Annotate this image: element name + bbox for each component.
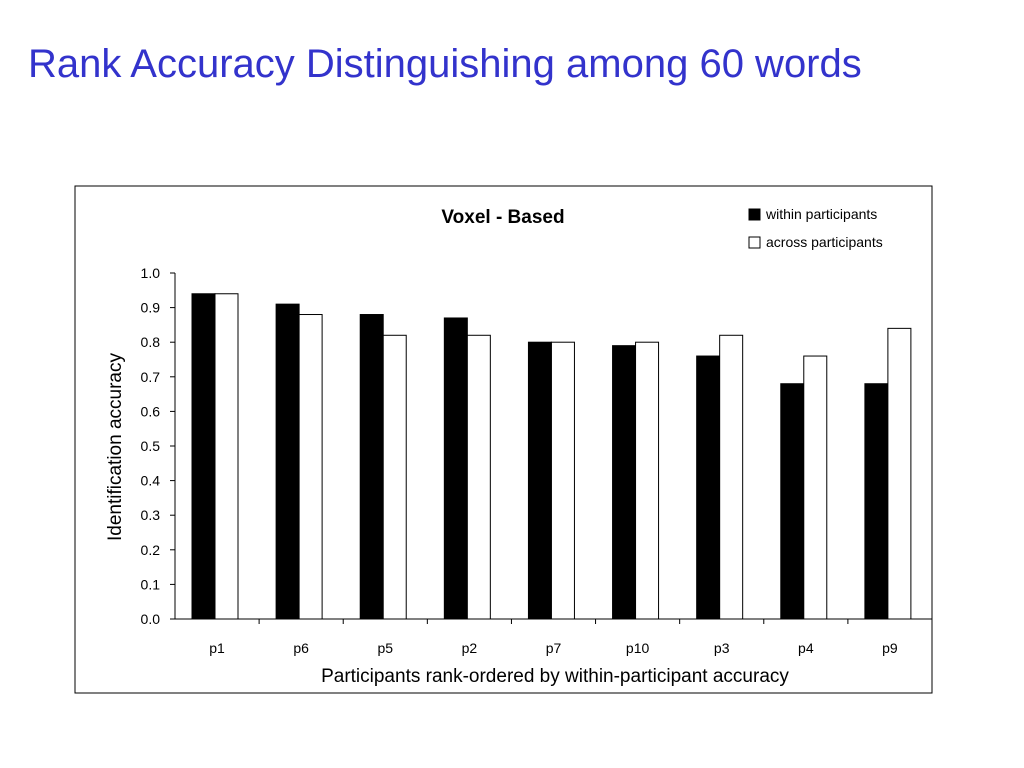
y-axis-label: Identification accuracy — [105, 353, 126, 541]
bar-within-p3 — [696, 355, 721, 620]
legend-swatch — [748, 208, 761, 221]
y-tick-label: 0.5 — [141, 438, 161, 454]
y-tick-label: 0.9 — [141, 300, 161, 316]
y-tick-label: 0.6 — [141, 403, 161, 419]
bar-within-p7 — [527, 341, 552, 620]
x-tick-label: p10 — [626, 640, 650, 656]
bar-across-p2 — [466, 334, 491, 620]
x-tick-label: p5 — [377, 640, 393, 656]
x-tick-label: p6 — [293, 640, 309, 656]
legend: within participants across participants — [748, 206, 883, 250]
bar-within-p1 — [191, 293, 216, 620]
y-tick-label: 0.0 — [141, 611, 161, 627]
bar-across-p1 — [214, 293, 239, 620]
bar-within-p2 — [443, 317, 468, 620]
bar-across-p10 — [635, 341, 660, 620]
y-tick-label: 1.0 — [141, 265, 161, 281]
legend-label: within participants — [765, 206, 877, 222]
y-tick-label: 0.7 — [141, 369, 161, 385]
x-tick-label: p9 — [882, 640, 898, 656]
bar-across-p5 — [382, 334, 407, 620]
x-tick-label: p7 — [546, 640, 562, 656]
y-tick-label: 0.2 — [141, 542, 161, 558]
x-tick-label: p4 — [798, 640, 814, 656]
y-tick-label: 0.8 — [141, 334, 161, 350]
bar-across-p3 — [719, 334, 744, 620]
bar-within-p6 — [275, 303, 300, 620]
bars — [191, 293, 912, 620]
y-tick-label: 0.3 — [141, 507, 161, 523]
bar-within-p4 — [780, 383, 805, 620]
y-tick-label: 0.4 — [141, 473, 161, 489]
chart-title: Voxel - Based — [441, 207, 564, 228]
bar-within-p9 — [864, 383, 889, 620]
x-tick-label: p1 — [209, 640, 225, 656]
bar-across-p4 — [803, 355, 828, 620]
x-axis-label: Participants rank-ordered by within-part… — [321, 666, 789, 687]
bar-across-p7 — [550, 341, 575, 620]
legend-label: across participants — [766, 234, 883, 250]
y-tick-label: 0.1 — [141, 576, 161, 592]
slide-title: Rank Accuracy Distinguishing among 60 wo… — [28, 42, 862, 86]
legend-swatch — [748, 236, 761, 249]
bar-within-p10 — [612, 345, 637, 620]
bar-within-p5 — [359, 314, 384, 620]
bar-across-p6 — [298, 314, 323, 620]
x-tick-label: p3 — [714, 640, 730, 656]
bar-across-p9 — [887, 327, 912, 620]
x-axis: p1 p6 p5 p2 p7 p10 p3 p4 p9 — [175, 618, 932, 656]
y-axis: 0.0 0.1 0.2 0.3 0.4 0.5 0.6 0.7 0.8 0.9 1.0 — [141, 265, 176, 627]
x-tick-label: p2 — [462, 640, 478, 656]
